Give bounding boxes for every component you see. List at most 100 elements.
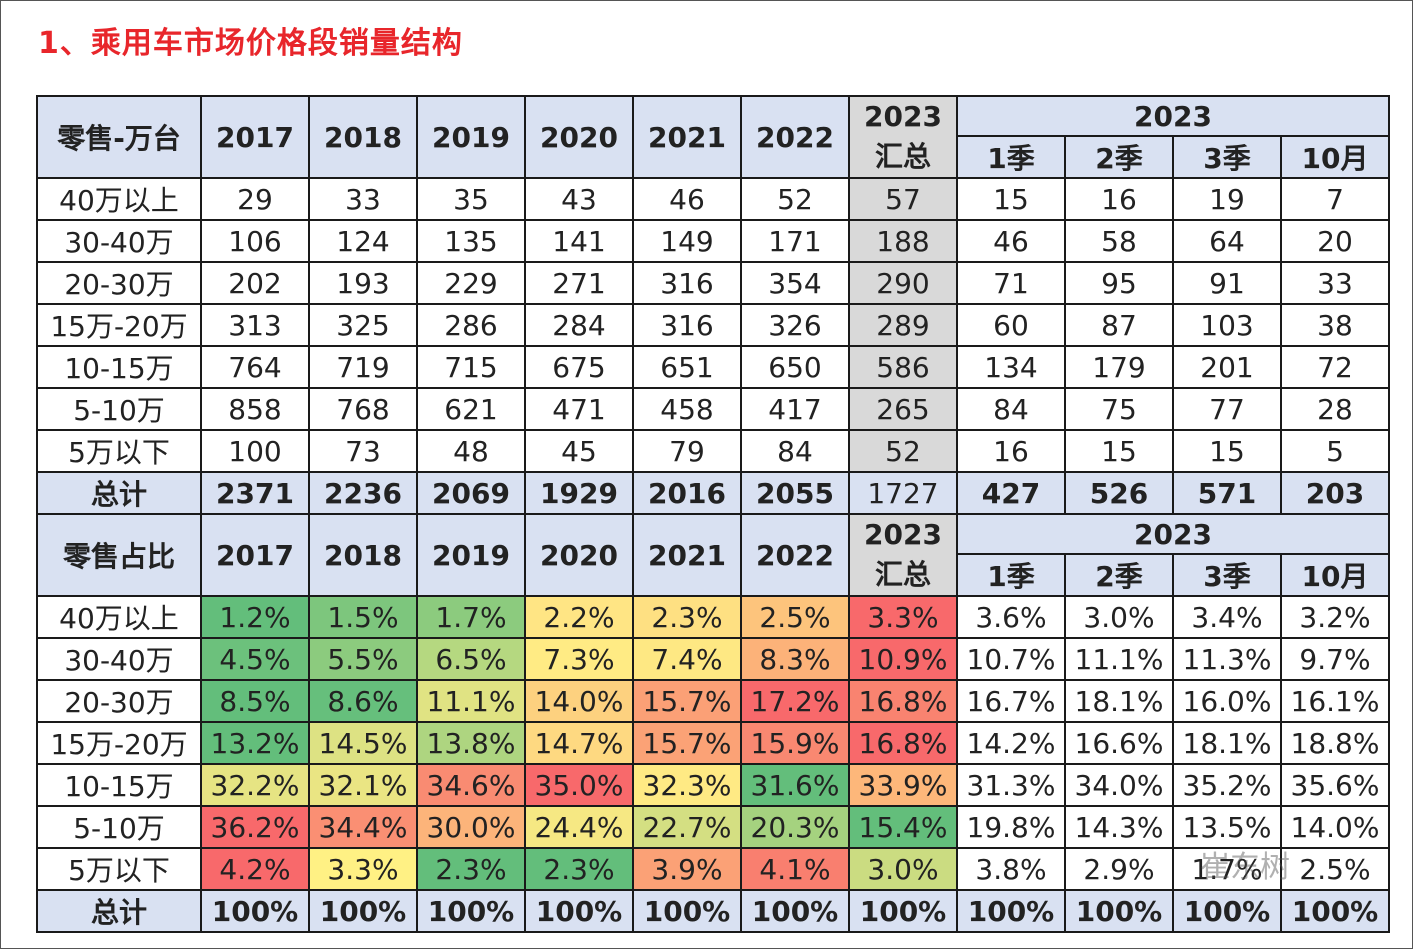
value-cell: 15.9% — [740, 721, 850, 765]
total-cell: 100% — [416, 889, 526, 933]
value-cell: 16.0% — [1172, 679, 1282, 723]
total-cell: 203 — [1280, 471, 1390, 515]
value-cell: 35 — [416, 177, 526, 221]
table-row: 40万以上 1.2% 1.5% 1.7% 2.2% 2.3% 2.5% 3.3% 3.6% 3.0… — [36, 595, 1390, 639]
value-cell: 325 — [308, 303, 418, 347]
total-cell: 2055 — [740, 471, 850, 515]
value-cell: 15.7% — [632, 679, 742, 723]
value-cell: 24.4% — [524, 805, 634, 849]
year-header: 2020 — [524, 95, 634, 179]
value-cell: 87 — [1064, 303, 1174, 347]
value-cell: 764 — [200, 345, 310, 389]
value-cell: 5 — [1280, 429, 1390, 473]
value-cell: 46 — [956, 219, 1066, 263]
value-cell: 229 — [416, 261, 526, 305]
summary-label: 汇总 — [874, 140, 931, 173]
value-cell: 33 — [308, 177, 418, 221]
table-row: 30-40万 106 124 135 141 149 171 188 46 58 64 20 — [36, 219, 1390, 263]
total-label: 总计 — [36, 471, 202, 515]
value-cell: 15 — [1064, 429, 1174, 473]
value-cell: 3.3% — [308, 847, 418, 891]
value-cell: 715 — [416, 345, 526, 389]
value-cell: 4.5% — [200, 637, 310, 681]
year-header: 2022 — [740, 95, 850, 179]
value-cell: 58 — [1064, 219, 1174, 263]
group-2023-header: 2023 — [956, 95, 1390, 137]
period-header: 3季 — [1172, 135, 1282, 179]
value-cell: 18.1% — [1172, 721, 1282, 765]
value-cell: 858 — [200, 387, 310, 431]
value-cell: 77 — [1172, 387, 1282, 431]
sales-total-row: 总计 2371 2236 2069 1929 2016 2055 1727 427 526 571 2… — [36, 471, 1390, 515]
row-label: 20-30万 — [36, 261, 202, 305]
value-cell: 1.7% — [1172, 847, 1282, 891]
value-cell: 586 — [848, 345, 958, 389]
period-header: 2季 — [1064, 135, 1174, 179]
value-cell: 265 — [848, 387, 958, 431]
total-cell: 100% — [956, 889, 1066, 933]
value-cell: 768 — [308, 387, 418, 431]
value-cell: 14.0% — [1280, 805, 1390, 849]
value-cell: 16.1% — [1280, 679, 1390, 723]
value-cell: 3.8% — [956, 847, 1066, 891]
value-cell: 19 — [1172, 177, 1282, 221]
value-cell: 35.2% — [1172, 763, 1282, 807]
value-cell: 57 — [848, 177, 958, 221]
value-cell: 43 — [524, 177, 634, 221]
total-cell: 1727 — [848, 471, 958, 515]
value-cell: 316 — [632, 303, 742, 347]
value-cell: 201 — [1172, 345, 1282, 389]
period-header: 1季 — [956, 135, 1066, 179]
row-label: 20-30万 — [36, 679, 202, 723]
page-title: 1、乘用车市场价格段销量结构 — [38, 26, 463, 61]
value-cell: 29 — [200, 177, 310, 221]
table-row: 15万-20万 313 325 286 284 316 326 289 60 87 103 38 — [36, 303, 1390, 347]
total-cell: 100% — [740, 889, 850, 933]
row-label: 5万以下 — [36, 847, 202, 891]
value-cell: 179 — [1064, 345, 1174, 389]
total-cell: 571 — [1172, 471, 1282, 515]
sales-corner-label: 零售-万台 — [36, 95, 202, 179]
value-cell: 124 — [308, 219, 418, 263]
value-cell: 32.1% — [308, 763, 418, 807]
value-cell: 31.6% — [740, 763, 850, 807]
total-cell: 526 — [1064, 471, 1174, 515]
value-cell: 33.9% — [848, 763, 958, 807]
value-cell: 719 — [308, 345, 418, 389]
value-cell: 5.5% — [308, 637, 418, 681]
value-cell: 84 — [956, 387, 1066, 431]
value-cell: 4.2% — [200, 847, 310, 891]
value-cell: 91 — [1172, 261, 1282, 305]
total-cell: 427 — [956, 471, 1066, 515]
value-cell: 15 — [956, 177, 1066, 221]
total-cell: 100% — [1064, 889, 1174, 933]
summary-year: 2023 — [864, 518, 942, 551]
value-cell: 9.7% — [1280, 637, 1390, 681]
year-header: 2019 — [416, 95, 526, 179]
share-header-row: 零售占比 2017 2018 2019 2020 2021 2022 2023 汇总 2023 — [36, 513, 1390, 597]
value-cell: 11.1% — [416, 679, 526, 723]
table-row: 10-15万 764 719 715 675 651 650 586 134 179 201 72 — [36, 345, 1390, 389]
value-cell: 35.6% — [1280, 763, 1390, 807]
year-header: 2021 — [632, 513, 742, 597]
value-cell: 1.2% — [200, 595, 310, 639]
value-cell: 52 — [740, 177, 850, 221]
value-cell: 84 — [740, 429, 850, 473]
value-cell: 2.3% — [524, 847, 634, 891]
value-cell: 313 — [200, 303, 310, 347]
value-cell: 621 — [416, 387, 526, 431]
value-cell: 16.8% — [848, 679, 958, 723]
table-row: 5-10万 36.2% 34.4% 30.0% 24.4% 22.7% 20.3% 15.4%… — [36, 805, 1390, 849]
value-cell: 20.3% — [740, 805, 850, 849]
value-cell: 8.5% — [200, 679, 310, 723]
summary-label: 汇总 — [874, 558, 931, 591]
value-cell: 14.0% — [524, 679, 634, 723]
value-cell: 2.2% — [524, 595, 634, 639]
group-2023-header: 2023 — [956, 513, 1390, 555]
value-cell: 1.7% — [416, 595, 526, 639]
value-cell: 64 — [1172, 219, 1282, 263]
total-cell: 100% — [1172, 889, 1282, 933]
year-header: 2017 — [200, 95, 310, 179]
value-cell: 14.2% — [956, 721, 1066, 765]
share-corner-label: 零售占比 — [36, 513, 202, 597]
